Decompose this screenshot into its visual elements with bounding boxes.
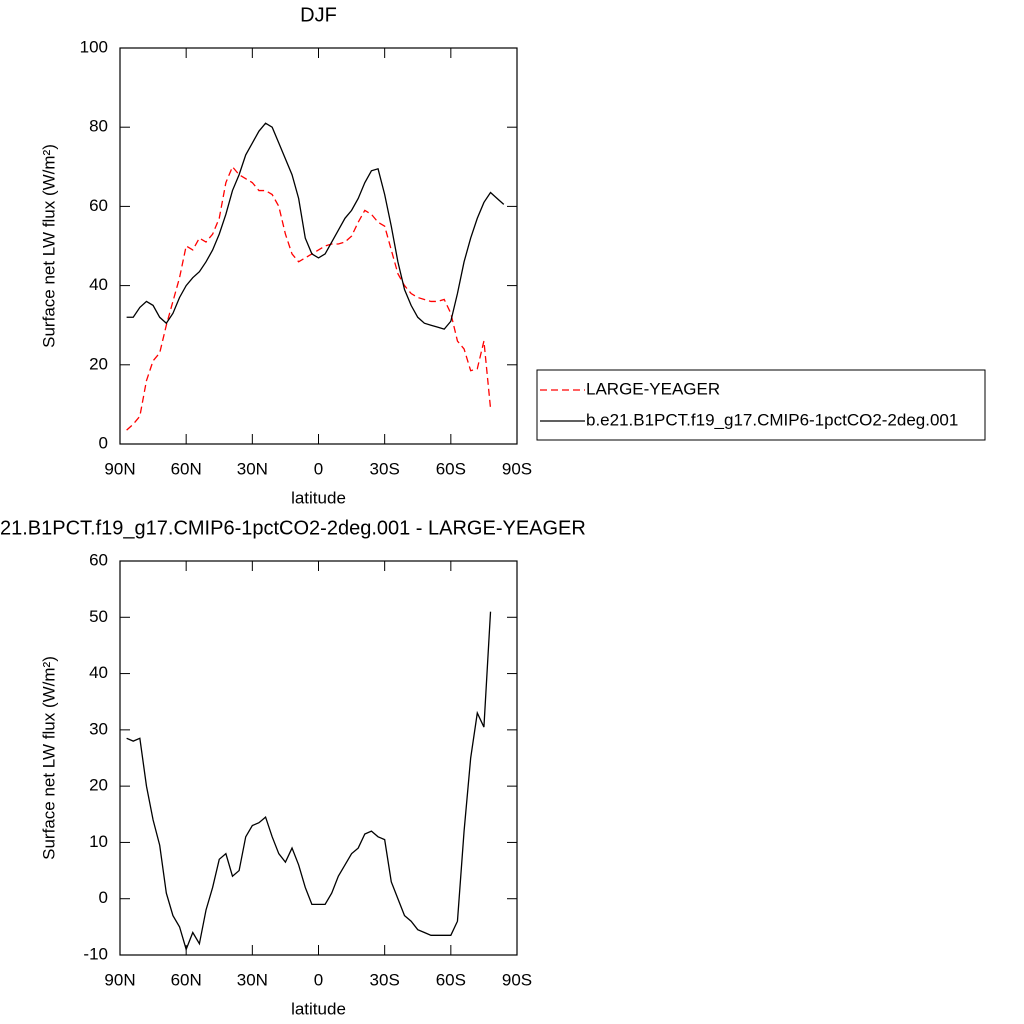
y-tick-label: 20 xyxy=(89,354,108,373)
y-tick-label: 100 xyxy=(80,37,108,56)
x-tick-label: 90N xyxy=(104,459,135,478)
y-tick-label: -10 xyxy=(83,944,108,963)
x-tick-label: 30N xyxy=(237,970,268,989)
plot-frame xyxy=(119,47,518,445)
chart-title: 21.B1PCT.f19_g17.CMIP6-1pctCO2-2deg.001 … xyxy=(0,517,586,539)
x-tick-label: 90N xyxy=(104,970,135,989)
y-tick-label: 20 xyxy=(89,776,108,795)
x-tick-label: 90S xyxy=(502,970,532,989)
x-tick-label: 30S xyxy=(370,970,400,989)
plot-frame xyxy=(119,560,518,956)
y-tick-label: 0 xyxy=(99,433,108,452)
y-tick-label: 60 xyxy=(89,196,108,215)
chart-title: DJF xyxy=(300,4,337,26)
y-axis-label: Surface net LW flux (W/m²) xyxy=(39,144,58,348)
x-axis-label: latitude xyxy=(291,999,346,1018)
legend-label: b.e21.B1PCT.f19_g17.CMIP6-1pctCO2-2deg.0… xyxy=(586,410,958,429)
y-tick-label: 40 xyxy=(89,275,108,294)
x-tick-label: 0 xyxy=(314,970,323,989)
x-tick-label: 30S xyxy=(370,459,400,478)
x-tick-label: 90S xyxy=(502,459,532,478)
y-tick-label: 10 xyxy=(89,832,108,851)
y-tick-label: 50 xyxy=(89,607,108,626)
y-tick-label: 30 xyxy=(89,719,108,738)
y-axis-label: Surface net LW flux (W/m²) xyxy=(39,656,58,860)
x-tick-label: 60S xyxy=(436,459,466,478)
legend-label: LARGE-YEAGER xyxy=(586,379,720,398)
x-tick-label: 60N xyxy=(171,459,202,478)
series-line xyxy=(126,611,492,952)
y-tick-label: 40 xyxy=(89,663,108,682)
series-line xyxy=(126,165,492,431)
x-tick-label: 0 xyxy=(314,459,323,478)
x-tick-label: 60S xyxy=(436,970,466,989)
series-line xyxy=(126,122,505,330)
legend-box xyxy=(536,369,986,441)
x-tick-label: 30N xyxy=(237,459,268,478)
y-tick-label: 60 xyxy=(89,550,108,569)
y-tick-label: 0 xyxy=(99,888,108,907)
x-tick-label: 60N xyxy=(171,970,202,989)
y-tick-label: 80 xyxy=(89,117,108,136)
x-axis-label: latitude xyxy=(291,488,346,507)
